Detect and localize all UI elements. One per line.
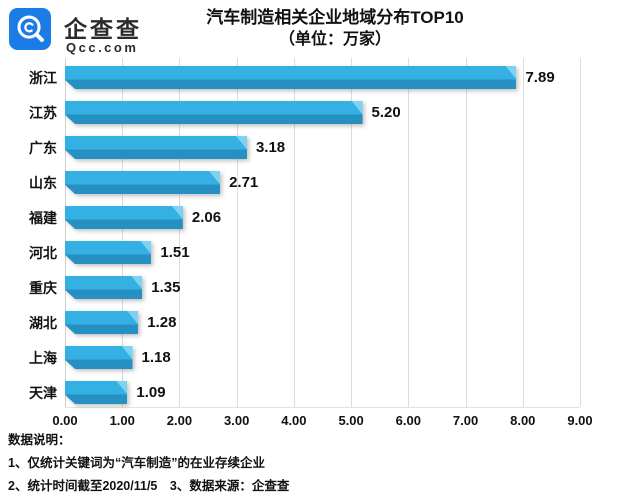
- value-label: 1.35: [151, 279, 181, 296]
- value-label: 1.28: [147, 314, 177, 331]
- bar: [65, 276, 143, 299]
- bar-shadow-wrap: [65, 101, 363, 124]
- bar-row: 上海 1.18: [29, 338, 580, 373]
- x-tick-label: 6.00: [395, 413, 421, 428]
- category-label: 福建: [29, 210, 57, 226]
- gridline: [522, 58, 524, 407]
- category-label: 天津: [29, 385, 57, 401]
- bar: [65, 381, 128, 404]
- value-label: 2.06: [191, 209, 222, 226]
- logo-domain-text: Qcc.com: [66, 40, 139, 55]
- gridline: [65, 58, 66, 407]
- plot-area: [65, 58, 581, 408]
- category-label: 浙江: [29, 70, 57, 86]
- value-label: 1.09: [136, 384, 166, 401]
- bar: [65, 346, 133, 369]
- value-label: 7.89: [525, 69, 555, 86]
- bar-row: 山东 2.71: [29, 163, 580, 198]
- bar: [65, 206, 183, 229]
- bar-shadow-wrap: [65, 171, 221, 194]
- value-label: 2.71: [229, 174, 259, 191]
- data-note-2: 2、统计时间截至2020/11/5 3、数据来源：企查查: [8, 479, 290, 493]
- value-label: 3.18: [255, 139, 286, 156]
- bar: [65, 241, 152, 264]
- gridline: [236, 58, 238, 407]
- logo-brand-name: 企查查: [64, 16, 142, 42]
- x-tick-label: 9.00: [567, 413, 593, 428]
- category-label: 山东: [29, 175, 57, 191]
- data-note-1: 1、仅统计关键词为“汽车制造”的在业存续企业: [8, 456, 265, 470]
- bar: [65, 101, 363, 124]
- x-tick-label: 2.00: [166, 413, 193, 428]
- data-notes: 数据说明： 1、仅统计关键词为“汽车制造”的在业存续企业 2、统计时间截至202…: [8, 429, 608, 498]
- value-label: 1.51: [160, 244, 190, 261]
- category-label: 上海: [29, 350, 57, 366]
- bar-shadow-wrap: [65, 276, 143, 299]
- category-label: 广东: [29, 140, 57, 156]
- category-label: 河北: [29, 245, 57, 261]
- bar-shadow-wrap: [65, 381, 128, 404]
- x-tick-label: 8.00: [510, 413, 536, 428]
- gridline: [122, 58, 124, 407]
- bar-row: 福建 2.06: [29, 198, 580, 233]
- value-label: 1.18: [141, 349, 171, 366]
- x-tick-label: 7.00: [452, 413, 479, 428]
- chart-subtitle: （单位：万家）: [278, 31, 391, 48]
- bar-shadow-wrap: [65, 66, 517, 89]
- bar-row: 广东 3.18: [29, 128, 580, 163]
- x-tick-label: 5.00: [338, 413, 364, 428]
- bar-shadow-wrap: [65, 311, 139, 334]
- category-label: 重庆: [29, 280, 57, 296]
- bar-row: 江苏 5.20: [29, 93, 580, 128]
- value-label: 5.20: [371, 104, 401, 121]
- gridline: [408, 58, 410, 407]
- x-tick-label: 3.00: [224, 413, 250, 428]
- bar-chart: 浙江 7.89 江苏 5.20 广东 3.18 山东 2.71 福建 2.06 河北 1.51 重庆 1.…: [0, 55, 620, 428]
- bar-row: 湖北 1.28: [29, 303, 580, 338]
- bar: [65, 171, 221, 194]
- qcc-logo-icon: [9, 8, 51, 50]
- qcc-logo: 企查查 Qcc.com: [9, 7, 139, 55]
- category-label: 江苏: [29, 105, 57, 121]
- gridline: [293, 58, 295, 407]
- bar: [65, 66, 517, 89]
- data-notes-heading: 数据说明：: [8, 433, 71, 447]
- bar-row: 河北 1.51: [29, 233, 580, 268]
- gridline: [465, 58, 467, 407]
- bar-row: 天津 1.09: [29, 373, 580, 408]
- bar-row: 重庆 1.35: [29, 268, 580, 303]
- gridline: [580, 58, 581, 407]
- category-label: 湖北: [29, 315, 57, 331]
- gridline: [351, 58, 353, 407]
- x-tick-label: 1.00: [109, 413, 135, 428]
- chart-title: 汽车制造相关企业地域分布TOP10: [206, 8, 464, 27]
- bar-shadow-wrap: [65, 136, 247, 159]
- x-tick-label: 0.00: [52, 413, 78, 428]
- x-axis: 0.00 1.00 2.00 3.00 4.00 5.00 6.00 7.00 8.00 9.00: [52, 413, 592, 433]
- bar-rows: 浙江 7.89 江苏 5.20 广东 3.18 山东 2.71 福建 2.06 河北 1.51 重庆 1.…: [29, 58, 580, 408]
- x-tick-label: 4.00: [281, 413, 307, 428]
- gridline: [179, 58, 181, 407]
- bar: [65, 311, 139, 334]
- bar-row: 浙江 7.89: [29, 58, 580, 93]
- bar: [65, 136, 247, 159]
- bar-shadow-wrap: [65, 241, 152, 264]
- bar-shadow-wrap: [65, 346, 133, 369]
- chart-title-block: 汽车制造相关企业地域分布TOP10 （单位：万家）: [130, 7, 540, 50]
- bar-shadow-wrap: [65, 206, 183, 229]
